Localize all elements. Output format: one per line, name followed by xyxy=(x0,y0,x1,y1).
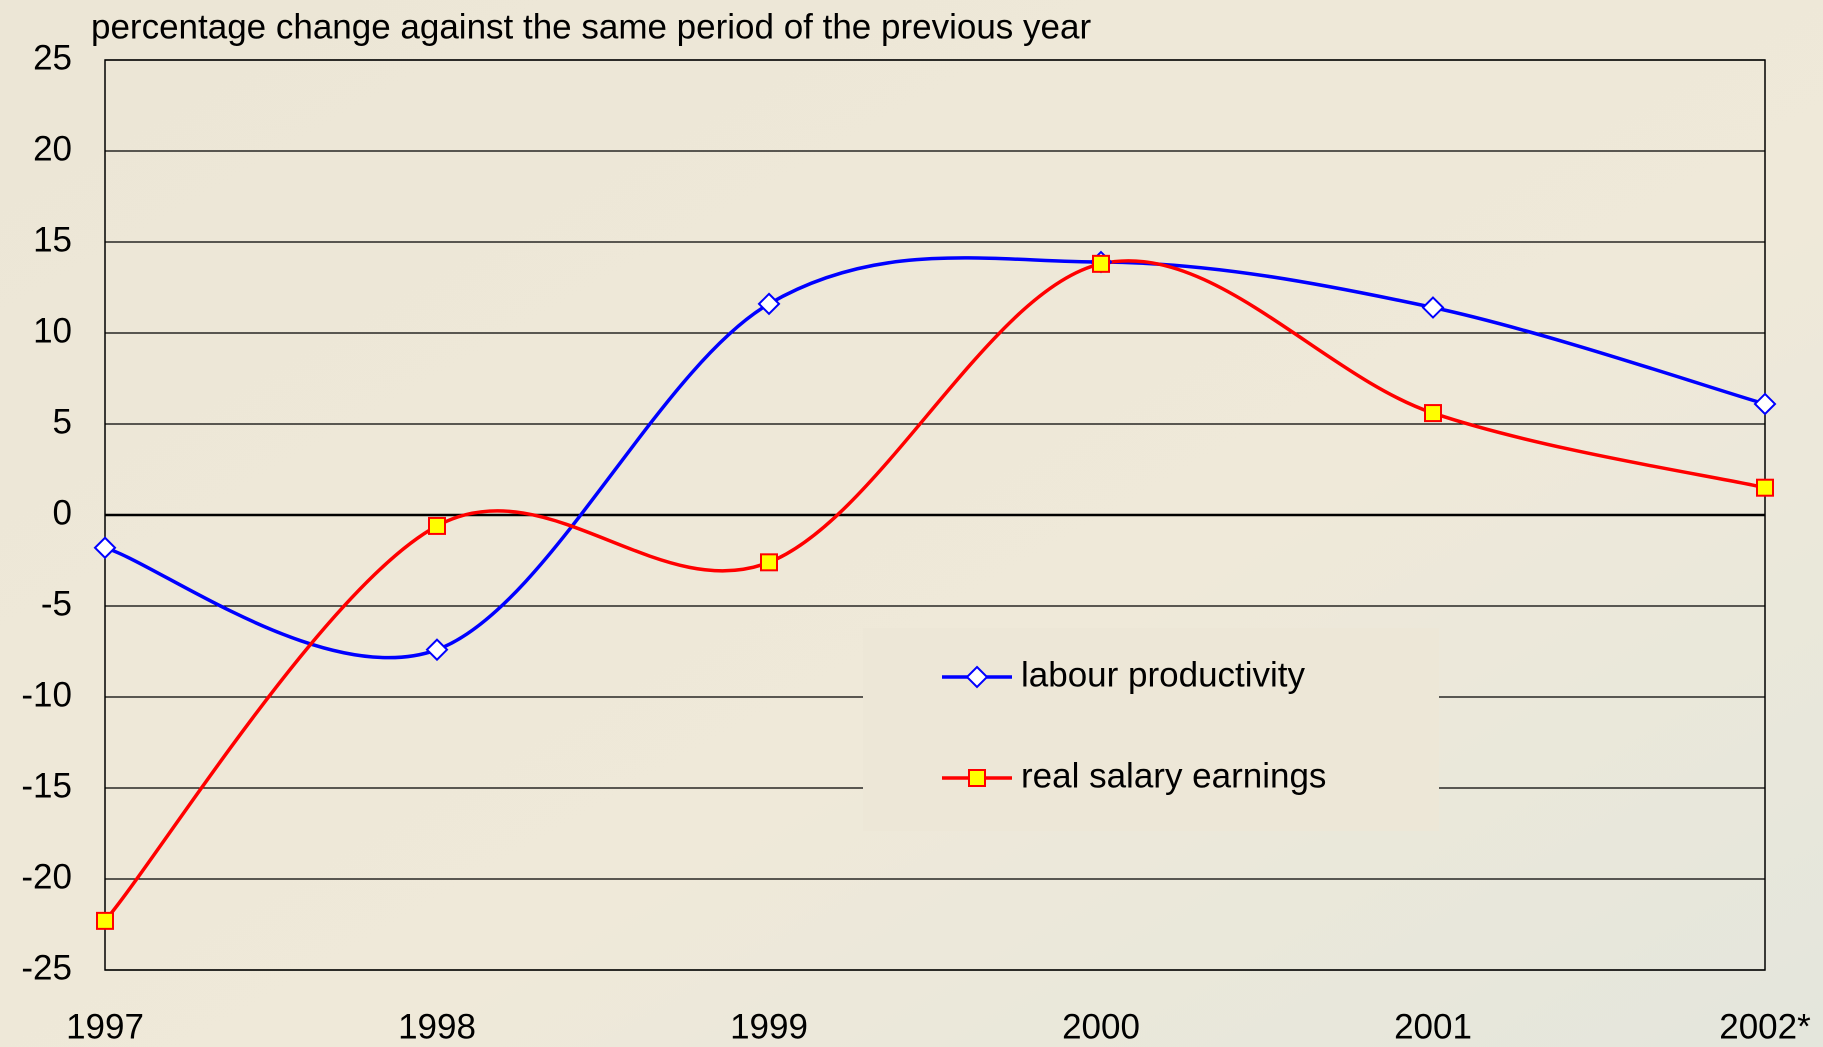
x-tick-label: 1999 xyxy=(730,1007,808,1046)
legend-box xyxy=(863,628,1439,831)
legend-label: real salary earnings xyxy=(1021,756,1326,795)
legend-marker xyxy=(965,665,989,689)
y-tick-label: -15 xyxy=(21,766,72,805)
y-tick-label: 10 xyxy=(33,311,72,350)
x-tick-label: 1997 xyxy=(66,1007,144,1046)
y-tick-label: 15 xyxy=(33,220,72,259)
marker xyxy=(1424,404,1442,423)
marker xyxy=(1756,478,1774,497)
x-tick-label: 1998 xyxy=(398,1007,476,1046)
x-tick-label: 2000 xyxy=(1062,1007,1140,1046)
y-tick-label: 25 xyxy=(33,38,72,77)
marker xyxy=(1421,296,1445,319)
chart-title: percentage change against the same perio… xyxy=(91,7,1091,46)
y-tick-label: 5 xyxy=(53,402,72,441)
y-tick-label: -20 xyxy=(21,857,72,896)
marker xyxy=(93,536,117,560)
marker xyxy=(428,516,446,535)
x-tick-label: 2002* xyxy=(1719,1007,1811,1046)
x-tick-label: 2001 xyxy=(1394,1007,1472,1046)
marker xyxy=(1753,392,1777,416)
marker xyxy=(1092,254,1110,273)
y-tick-label: -5 xyxy=(41,584,72,623)
series-line xyxy=(104,256,1766,660)
y-tick-label: 20 xyxy=(33,129,72,168)
series-line xyxy=(103,259,1766,922)
marker xyxy=(425,638,449,662)
legend-marker xyxy=(968,769,986,787)
y-tick-label: 0 xyxy=(53,493,72,532)
y-tick-label: -25 xyxy=(21,948,72,987)
y-tick-label: -10 xyxy=(21,675,72,714)
marker xyxy=(760,553,778,572)
marker xyxy=(96,911,114,930)
legend-label: labour productivity xyxy=(1021,655,1306,694)
marker xyxy=(757,292,781,316)
